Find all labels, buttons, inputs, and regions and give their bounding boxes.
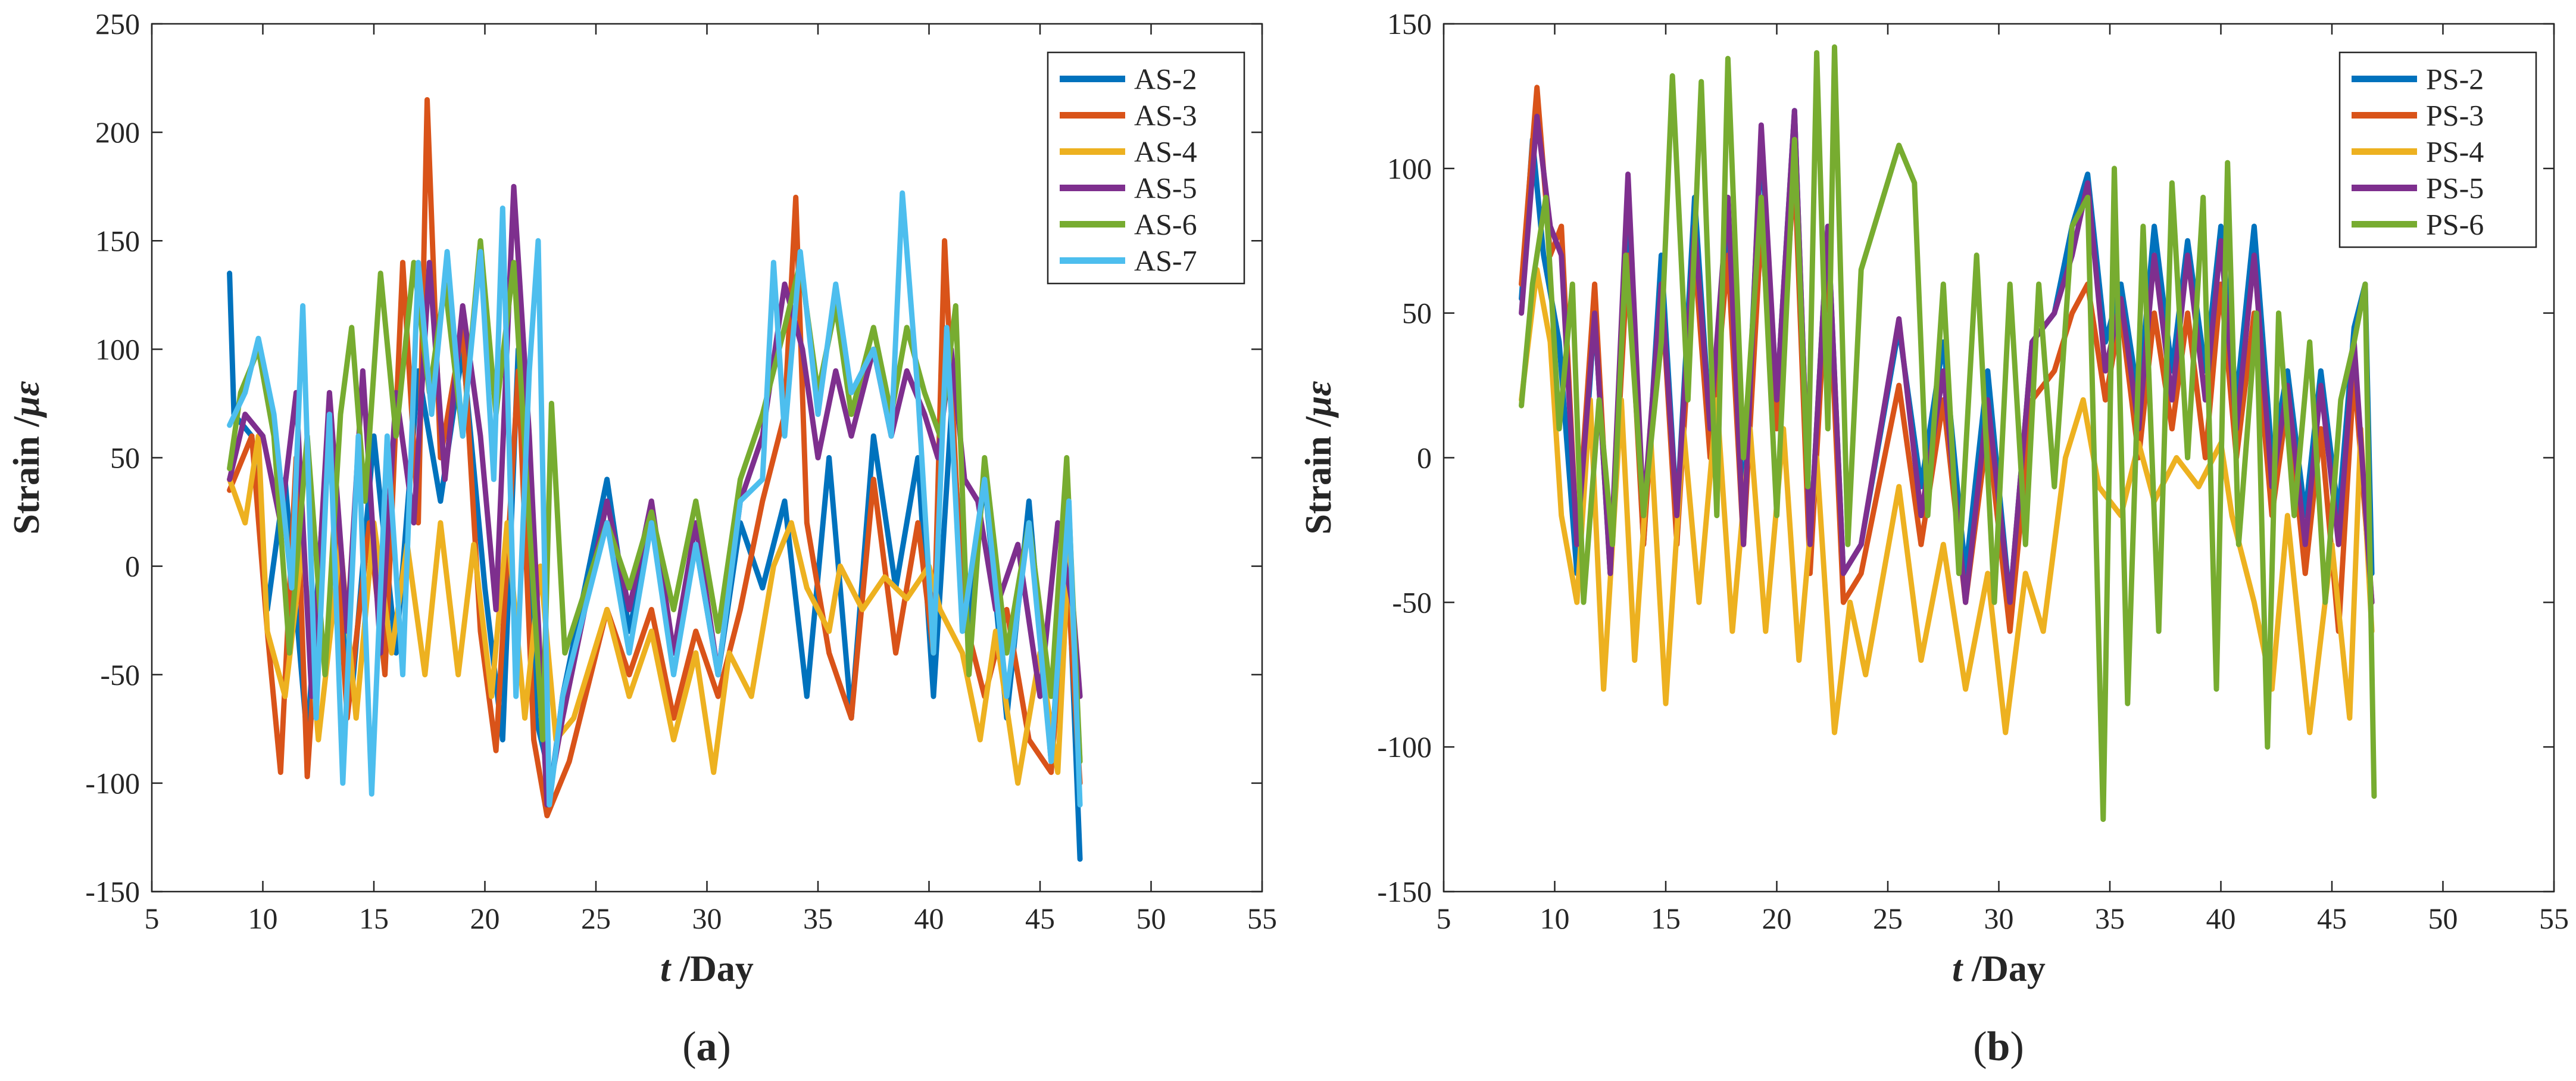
panel-a-y-tick-label: 150 [95, 224, 140, 257]
panel-a-series-group [227, 97, 1083, 862]
panel-a-y-axis-label: Strain /με [7, 381, 47, 534]
panel-b-legend-label-ps-4: PS-4 [2426, 135, 2484, 169]
panel-a-x-tick-label: 15 [359, 902, 389, 935]
panel-a-x-axis-label-var: t [660, 949, 672, 989]
panel-a-legend-label-as-4: AS-4 [1134, 135, 1197, 169]
panel-b-x-axis-label-var: t [1952, 949, 1963, 989]
panel-a-x-tick-label: 45 [1025, 902, 1055, 935]
panel-a-y-tick-label: -150 [85, 875, 140, 908]
panel-a-y-tick-label: -100 [85, 767, 140, 800]
panel-a-legend-label-as-2: AS-2 [1134, 63, 1197, 96]
panel-a-x-tick-label: 40 [914, 902, 944, 935]
panel-a-x-tick-label: 10 [248, 902, 278, 935]
panel-b-x-tick-label: 50 [2428, 902, 2458, 935]
panel-a-y-tick-label: 0 [125, 550, 140, 583]
panel-b-legend-label-ps-5: PS-5 [2426, 172, 2484, 205]
panel-b-y-tick-label: 0 [1417, 441, 1432, 475]
panel-a-y-tick-label: 250 [95, 7, 140, 41]
panel-a-x-axis-label: t /Day [660, 949, 754, 989]
panel-b-series-ps-4 [1519, 267, 2375, 736]
panel-b-label-letter: b [1987, 1024, 2010, 1070]
panel-b-legend-label-ps-2: PS-2 [2426, 63, 2484, 96]
panel-a-label-close: ) [717, 1024, 731, 1070]
panel-b-y-tick-label: -100 [1377, 730, 1432, 764]
panel-a-x-tick-label: 20 [470, 902, 500, 935]
panel-a-x-tick-label: 50 [1136, 902, 1166, 935]
panel-b-series-ps-6 [1519, 44, 2377, 823]
panel-b-x-tick-label: 55 [2539, 902, 2569, 935]
panel-b-y-tick-label: 50 [1402, 297, 1432, 330]
panel-b-x-tick-label: 5 [1437, 902, 1451, 935]
panel-a-x-tick-label: 25 [581, 902, 611, 935]
panel-a-legend-label-as-3: AS-3 [1134, 99, 1197, 132]
panel-a-y-tick-label: 100 [95, 332, 140, 366]
panel-a-x-tick-label: 30 [692, 902, 722, 935]
panel-a-y-axis-label-text: Strain / [7, 416, 47, 535]
panel-a-y-tick-label: 50 [110, 441, 140, 475]
panel-a-x-tick-label: 35 [803, 902, 833, 935]
panel-a-series-as-4 [227, 433, 1083, 786]
panel-b-x-tick-label: 45 [2317, 902, 2347, 935]
panel-a-legend-label-as-5: AS-5 [1134, 172, 1197, 205]
panel-a-y-tick-label: 200 [95, 116, 140, 149]
panel-b-y-tick-label: 150 [1387, 7, 1432, 41]
panel-b-label: (b) [1973, 1024, 2024, 1070]
panel-a-label-open: ( [682, 1024, 696, 1070]
panel-b-legend-label-ps-3: PS-3 [2426, 99, 2484, 132]
panel-a-x-tick-label: 5 [145, 902, 160, 935]
panel-b-x-tick-label: 40 [2206, 902, 2236, 935]
panel-b-x-tick-label: 25 [1873, 902, 1903, 935]
panel-b-x-axis-label: t /Day [1952, 949, 2046, 989]
panel-b-label-open: ( [1973, 1024, 1987, 1070]
panel-b-y-axis-label-text: Strain / [1298, 416, 1339, 535]
panel-a-legend-box [1047, 51, 1245, 285]
panel-b-y-tick-label: 100 [1387, 152, 1432, 185]
panel-a-y-axis-label-unit: με [7, 381, 47, 418]
panel-b-x-tick-label: 20 [1762, 902, 1792, 935]
panel-b-series-group [1519, 44, 2377, 823]
panel-b-y-tick-label: -150 [1377, 875, 1432, 908]
panel-b-x-tick-label: 15 [1651, 902, 1681, 935]
panel-b-x-tick-label: 30 [1984, 902, 2014, 935]
panel-a-label: (a) [682, 1024, 731, 1070]
panel-b-legend-label-ps-6: PS-6 [2426, 208, 2484, 241]
panel-b-y-tick-label: -50 [1392, 585, 1432, 619]
panel-b-x-axis-label-unit: /Day [1962, 949, 2046, 989]
panel-a: 5 10 15 20 25 30 35 40 45 50 55 -150 -100 -50 0 50 100 15… [7, 7, 1277, 1070]
panel-b: 5 10 15 20 25 30 35 40 45 50 55 -150 -100 -50 0 50 100 15… [1298, 7, 2569, 1070]
panel-a-legend-label-as-6: AS-6 [1134, 208, 1197, 241]
panel-b-x-tick-label: 35 [2095, 902, 2125, 935]
panel-a-y-tick-label: -50 [100, 658, 140, 691]
panel-b-y-axis-label: Strain /με [1298, 381, 1339, 534]
panel-a-x-axis-label-unit: /Day [670, 949, 754, 989]
panel-a-x-tick-label: 55 [1247, 902, 1277, 935]
panel-a-series-as-7 [227, 190, 1083, 808]
panel-b-y-axis-label-unit: με [1298, 381, 1339, 418]
panel-a-legend-label-as-7: AS-7 [1134, 244, 1197, 278]
panel-b-x-tick-label: 10 [1540, 902, 1570, 935]
panel-a-label-letter: a [697, 1024, 717, 1070]
panel-b-label-close: ) [2010, 1024, 2024, 1070]
